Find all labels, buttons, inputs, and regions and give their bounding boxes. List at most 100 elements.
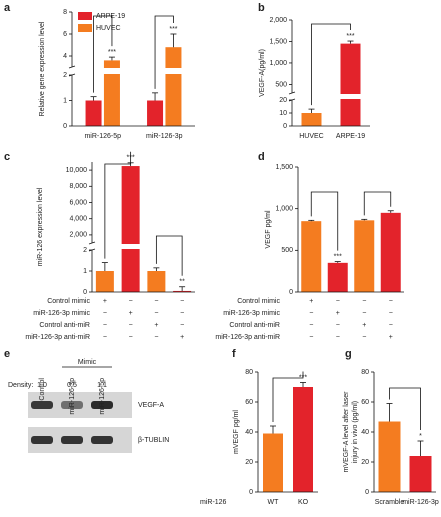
condition-sign: − <box>389 322 393 329</box>
bar <box>354 220 375 292</box>
bar <box>263 433 283 492</box>
y-tick-label: 6,000 <box>69 199 87 206</box>
legend-swatch <box>78 12 92 20</box>
comparison-bracket <box>154 15 174 89</box>
condition-label: miR-126-3p mimic <box>33 310 90 317</box>
x-tick-label: ARPE-19 <box>336 133 365 140</box>
band-label: VEGF-A <box>138 402 164 409</box>
condition-sign: − <box>103 334 107 341</box>
condition-sign: − <box>180 298 184 305</box>
vegf-band <box>91 401 113 409</box>
y-tick-label: 2 <box>63 72 67 79</box>
y-tick-label: 6 <box>63 31 67 38</box>
panel-letter: c <box>4 151 10 163</box>
significance: * <box>419 433 422 440</box>
y-axis-label: miR-126 expression level <box>37 187 44 266</box>
bar <box>301 221 322 292</box>
condition-sign: − <box>389 298 393 305</box>
bar <box>380 212 401 292</box>
condition-sign: − <box>129 298 133 305</box>
lane-label: Control <box>39 378 46 401</box>
condition-sign: − <box>362 334 366 341</box>
axis-break-gap <box>339 94 362 99</box>
condition-sign: + <box>103 298 107 305</box>
comparison-bracket <box>93 15 113 93</box>
y-tick-label: 60 <box>361 399 369 406</box>
band-label: β-TUBLIN <box>138 437 169 444</box>
condition-label: miR-126-3p anti-miR <box>215 334 280 341</box>
legend-swatch <box>78 24 92 32</box>
y-tick-label: 80 <box>245 369 253 376</box>
condition-sign: − <box>389 310 393 317</box>
y-tick-label: 2,000 <box>69 232 87 239</box>
condition-sign: − <box>103 322 107 329</box>
y-tick-label: 10 <box>279 110 287 117</box>
condition-sign: − <box>362 298 366 305</box>
panel-letter: a <box>4 2 11 14</box>
x-tick-label: WT <box>268 499 280 506</box>
y-tick-label: 0 <box>283 123 287 130</box>
condition-sign: + <box>180 334 184 341</box>
condition-sign: − <box>103 310 107 317</box>
y-tick-label: 1,500 <box>269 38 287 45</box>
condition-sign: − <box>309 310 313 317</box>
x-axis-label: miR-126 <box>200 499 227 506</box>
y-tick-label: 10,000 <box>66 167 88 174</box>
y-tick-label: 0 <box>249 489 253 496</box>
y-tick-label: 500 <box>275 81 287 88</box>
bar <box>340 43 361 126</box>
condition-sign: + <box>129 310 133 317</box>
comparison-bracket <box>310 191 339 251</box>
density-value: 0.5 <box>67 382 77 389</box>
y-tick-label: 20 <box>279 97 287 104</box>
condition-sign: − <box>180 322 184 329</box>
panel-letter: d <box>258 151 265 163</box>
axis-break-gap <box>164 68 183 74</box>
condition-sign: + <box>154 322 158 329</box>
panel-letter: e <box>4 348 10 360</box>
group-label: Mimic <box>78 359 97 366</box>
y-tick-label: 0 <box>83 289 87 296</box>
panel-letter: g <box>345 348 352 360</box>
vegf-band <box>31 401 53 409</box>
condition-sign: + <box>336 310 340 317</box>
condition-sign: + <box>309 298 313 305</box>
bar <box>85 100 102 126</box>
condition-sign: − <box>154 298 158 305</box>
bar <box>147 100 164 126</box>
y-tick-label: 0 <box>63 123 67 130</box>
comparison-bracket <box>104 151 132 259</box>
y-tick-label: 2,000 <box>269 17 287 24</box>
condition-label: Control mimic <box>237 298 280 305</box>
condition-label: Control mimic <box>47 298 90 305</box>
comparison-bracket <box>272 371 304 422</box>
y-tick-label: 0 <box>365 489 369 496</box>
condition-sign: − <box>309 322 313 329</box>
y-axis-label: VEGF-A(pg/ml) <box>259 49 266 97</box>
density-label: Density: <box>8 382 33 389</box>
significance: ** <box>179 279 185 286</box>
bar <box>121 166 140 292</box>
x-tick-label: KO <box>298 499 309 506</box>
bar <box>301 113 322 126</box>
axis-break-mark <box>68 65 76 69</box>
y-axis-label: VEGF pg/ml <box>265 210 272 249</box>
condition-sign: − <box>362 310 366 317</box>
bar <box>173 290 192 292</box>
loading-band <box>61 436 83 444</box>
panel-letter: f <box>232 348 236 360</box>
y-tick-label: 1,000 <box>275 206 293 213</box>
significance: *** <box>334 253 342 260</box>
axis-break-gap <box>102 68 121 74</box>
condition-sign: − <box>154 334 158 341</box>
condition-sign: − <box>129 334 133 341</box>
condition-sign: − <box>180 310 184 317</box>
density-value: 1.0 <box>37 382 47 389</box>
y-axis-label: injury in vivo (pg/ml) <box>352 401 359 463</box>
comparison-bracket <box>389 387 421 430</box>
lane-label: miR-126-5p <box>99 378 106 415</box>
x-tick-label: miR-126-5p <box>84 133 121 140</box>
comparison-bracket <box>363 191 392 216</box>
y-tick-label: 4,000 <box>69 216 87 223</box>
